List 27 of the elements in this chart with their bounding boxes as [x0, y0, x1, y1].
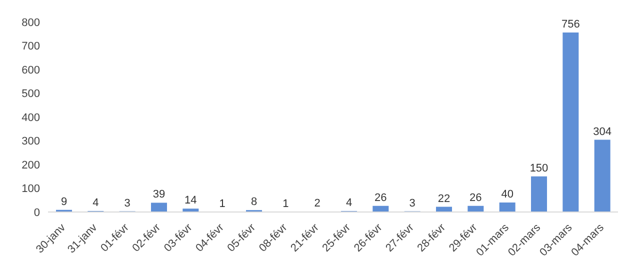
data-label: 304 [593, 126, 612, 138]
y-tick-label: 400 [22, 112, 40, 124]
data-label: 3 [124, 197, 130, 210]
data-label: 4 [346, 197, 352, 210]
data-label: 756 [561, 18, 580, 30]
y-tick-label: 200 [22, 159, 40, 172]
data-label: 40 [501, 188, 514, 200]
y-tick-label: 800 [22, 16, 40, 29]
data-label: 26 [470, 192, 482, 204]
data-label: 1 [282, 198, 289, 210]
data-label: 26 [374, 192, 387, 204]
y-tick-label: 700 [22, 40, 40, 53]
data-label: 150 [530, 162, 548, 174]
data-label: 39 [152, 188, 166, 201]
data-label: 2 [314, 198, 320, 210]
y-tick-label: 500 [22, 88, 40, 100]
y-tick-label: 300 [22, 136, 40, 148]
data-label: 3 [409, 197, 416, 210]
data-label: 9 [60, 196, 68, 208]
y-tick-label: 100 [22, 183, 40, 196]
data-label: 14 [184, 194, 197, 207]
data-label: 8 [250, 196, 258, 208]
y-tick-label: 0 [34, 206, 40, 219]
data-label: 22 [438, 192, 450, 205]
data-label: 1 [219, 198, 226, 210]
y-tick-label: 600 [22, 64, 40, 76]
data-label: 4 [92, 197, 99, 210]
